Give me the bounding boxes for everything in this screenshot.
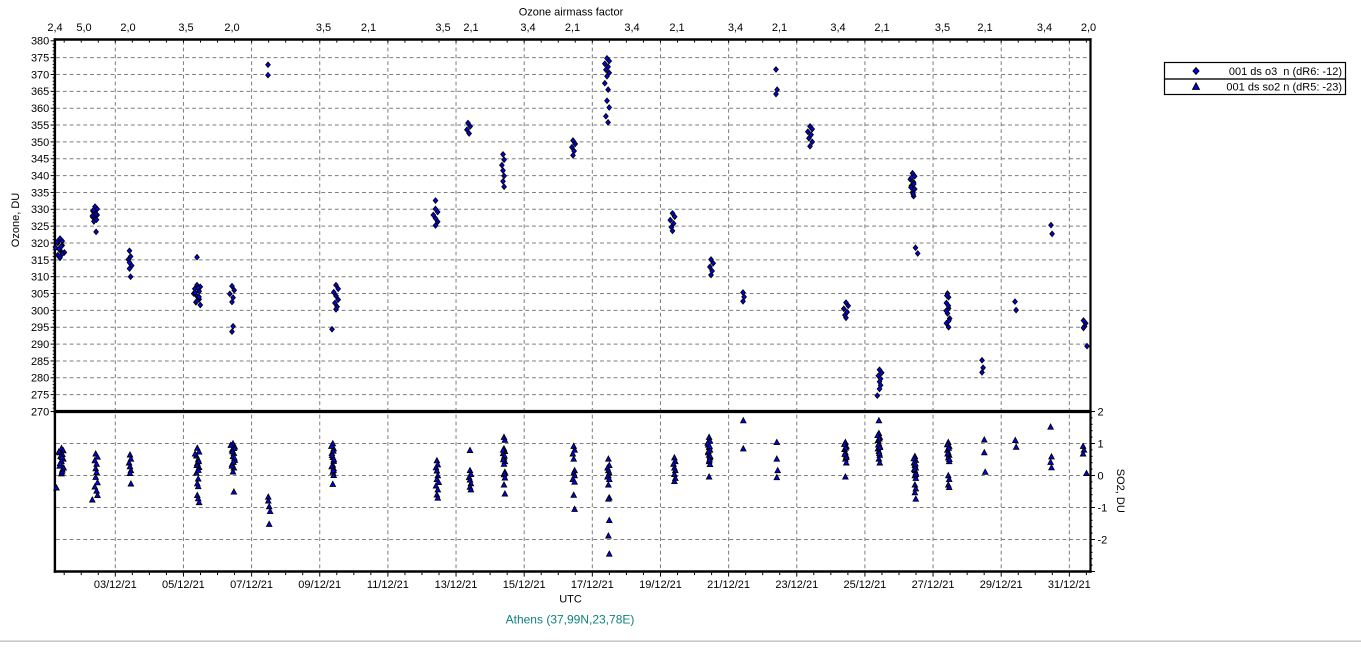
svg-text:05/12/21: 05/12/21 [162, 579, 205, 591]
svg-text:13/12/21: 13/12/21 [435, 579, 478, 591]
svg-text:UTC: UTC [559, 593, 582, 605]
svg-text:2,1: 2,1 [361, 22, 376, 34]
svg-text:335: 335 [31, 187, 49, 199]
svg-text:15/12/21: 15/12/21 [503, 579, 546, 591]
svg-text:2,4: 2,4 [47, 22, 62, 34]
svg-text:5,0: 5,0 [76, 22, 91, 34]
svg-text:Athens (37,99N,23,78E): Athens (37,99N,23,78E) [506, 612, 635, 626]
svg-text:3,4: 3,4 [728, 22, 743, 34]
svg-text:2,1: 2,1 [874, 22, 889, 34]
svg-text:380: 380 [31, 36, 49, 48]
svg-text:3,5: 3,5 [316, 22, 331, 34]
svg-text:07/12/21: 07/12/21 [230, 579, 273, 591]
svg-text:-1: -1 [1098, 503, 1108, 515]
svg-text:2,0: 2,0 [120, 22, 135, 34]
svg-text:001 ds so2 n (dR5: -23): 001 ds so2 n (dR5: -23) [1226, 82, 1342, 94]
svg-text:365: 365 [31, 86, 49, 98]
svg-text:1: 1 [1098, 439, 1104, 451]
svg-text:2,1: 2,1 [977, 22, 992, 34]
svg-text:295: 295 [31, 322, 49, 334]
svg-text:2: 2 [1098, 407, 1104, 419]
svg-text:SO2, DU: SO2, DU [1114, 469, 1126, 513]
svg-text:31/12/21: 31/12/21 [1048, 579, 1091, 591]
svg-text:325: 325 [31, 221, 49, 233]
svg-text:360: 360 [31, 103, 49, 115]
svg-text:270: 270 [31, 406, 49, 418]
svg-text:315: 315 [31, 255, 49, 267]
svg-text:3,5: 3,5 [935, 22, 950, 34]
svg-text:310: 310 [31, 272, 49, 284]
svg-text:001 ds o3 n (dR6: -12): 001 ds o3 n (dR6: -12) [1229, 66, 1342, 78]
svg-text:300: 300 [31, 305, 49, 317]
svg-text:2,1: 2,1 [565, 22, 580, 34]
svg-text:23/12/21: 23/12/21 [775, 579, 818, 591]
svg-text:275: 275 [31, 390, 49, 402]
svg-text:2,1: 2,1 [669, 22, 684, 34]
svg-text:320: 320 [31, 238, 49, 250]
svg-text:330: 330 [31, 204, 49, 216]
svg-text:305: 305 [31, 288, 49, 300]
svg-text:2,0: 2,0 [1081, 22, 1096, 34]
svg-text:3,4: 3,4 [624, 22, 639, 34]
svg-text:03/12/21: 03/12/21 [94, 579, 137, 591]
svg-text:Ozone airmass factor: Ozone airmass factor [519, 7, 624, 19]
svg-text:285: 285 [31, 356, 49, 368]
svg-text:-2: -2 [1098, 535, 1108, 547]
svg-text:355: 355 [31, 120, 49, 132]
svg-text:09/12/21: 09/12/21 [298, 579, 341, 591]
svg-text:3,4: 3,4 [830, 22, 845, 34]
svg-text:17/12/21: 17/12/21 [571, 579, 614, 591]
svg-text:2,1: 2,1 [463, 22, 478, 34]
svg-text:3,4: 3,4 [1037, 22, 1052, 34]
svg-text:370: 370 [31, 69, 49, 81]
svg-text:3,5: 3,5 [435, 22, 450, 34]
svg-text:375: 375 [31, 53, 49, 65]
svg-text:350: 350 [31, 137, 49, 149]
svg-text:340: 340 [31, 171, 49, 183]
svg-text:Ozone, DU: Ozone, DU [10, 193, 22, 247]
svg-text:0: 0 [1098, 471, 1104, 483]
svg-text:3,5: 3,5 [178, 22, 193, 34]
svg-text:3,4: 3,4 [520, 22, 535, 34]
svg-text:27/12/21: 27/12/21 [912, 579, 955, 591]
svg-text:21/12/21: 21/12/21 [707, 579, 750, 591]
svg-text:29/12/21: 29/12/21 [980, 579, 1023, 591]
svg-text:11/12/21: 11/12/21 [367, 579, 409, 591]
svg-text:2,1: 2,1 [772, 22, 787, 34]
svg-text:19/12/21: 19/12/21 [639, 579, 682, 591]
svg-text:280: 280 [31, 373, 49, 385]
svg-text:25/12/21: 25/12/21 [843, 579, 886, 591]
svg-text:290: 290 [31, 339, 49, 351]
svg-text:345: 345 [31, 154, 49, 166]
svg-text:2,0: 2,0 [224, 22, 239, 34]
